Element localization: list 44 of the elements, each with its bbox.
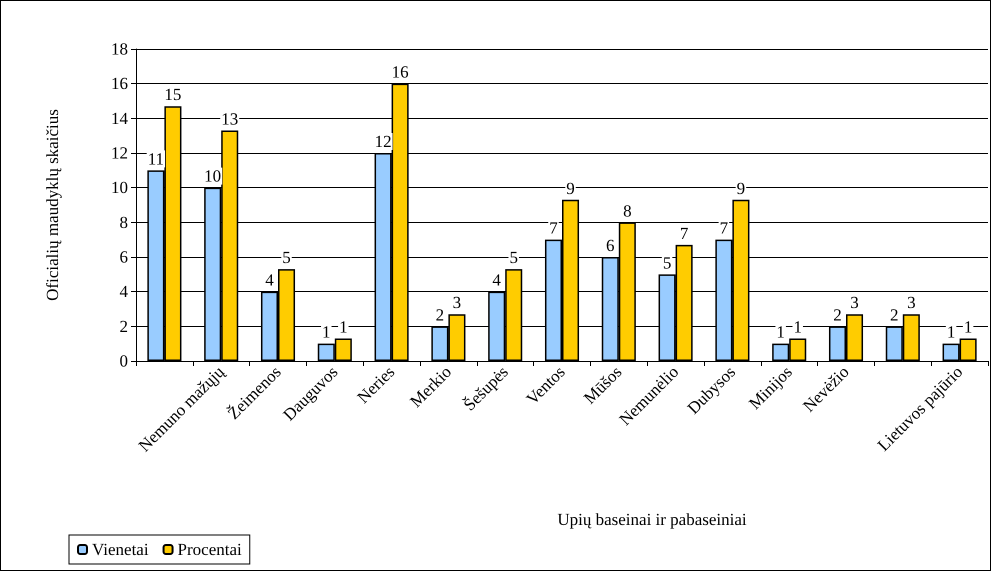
y-tick-label: 0	[120, 352, 128, 370]
data-label: 6	[606, 236, 615, 255]
data-label: 13	[221, 109, 238, 128]
data-label: 8	[623, 201, 632, 220]
data-label: 7	[549, 218, 558, 238]
data-label: 5	[509, 248, 518, 268]
y-tick-label: 10	[111, 178, 128, 198]
data-label: 16	[392, 62, 409, 82]
legend-label: Vienetai	[92, 540, 149, 559]
data-label: 7	[680, 224, 689, 243]
data-label: 3	[907, 293, 916, 312]
y-tick-label: 14	[111, 108, 128, 128]
data-label: 11	[148, 149, 164, 168]
data-label: 12	[374, 132, 392, 151]
data-label: 1	[946, 322, 956, 342]
data-label: 3	[452, 293, 462, 312]
data-label: 4	[492, 270, 502, 290]
y-tick-label: 16	[111, 74, 128, 94]
data-label: 1	[776, 322, 785, 342]
data-label: 1	[964, 317, 972, 336]
data-label: 2	[890, 305, 899, 324]
legend-label: Procentai	[178, 540, 242, 559]
data-label: 2	[833, 305, 842, 324]
data-label: 4	[265, 270, 274, 290]
data-label: 1	[793, 317, 802, 336]
data-label: 3	[850, 293, 859, 312]
y-tick-label: 12	[111, 144, 128, 162]
data-label: 1	[322, 322, 331, 342]
y-tick-label: 8	[120, 212, 128, 232]
data-label: 9	[566, 178, 575, 198]
data-label: 10	[204, 166, 222, 186]
y-tick-label: 4	[120, 282, 128, 302]
data-label: 7	[720, 218, 729, 238]
data-label: 15	[164, 85, 182, 104]
data-label: 1	[339, 317, 348, 336]
data-label: 9	[736, 178, 746, 198]
y-tick-label: 2	[120, 316, 128, 336]
data-label: 2	[436, 305, 444, 324]
data-label: 5	[282, 248, 291, 268]
x-axis-title: Upių baseinai ir pabaseiniai	[557, 510, 747, 529]
y-tick-label: 18	[111, 40, 128, 58]
y-axis-title: Oficialių maudyklų skaičius	[43, 109, 62, 301]
y-tick-label: 6	[120, 248, 128, 266]
data-label: 5	[662, 253, 672, 272]
